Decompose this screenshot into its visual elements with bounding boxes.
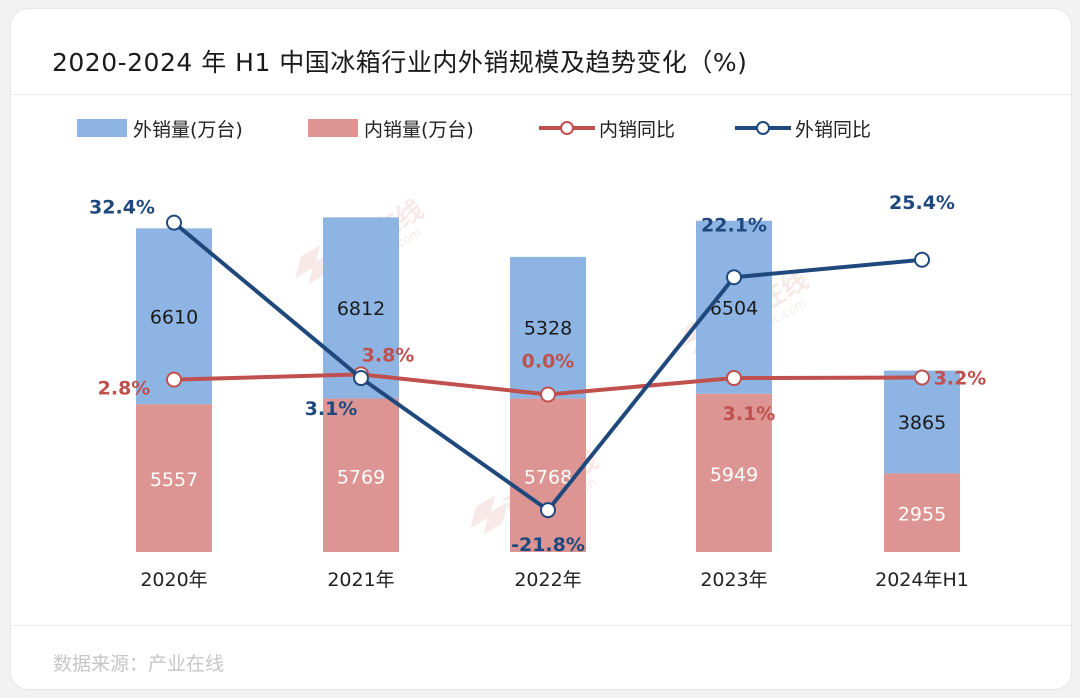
legend-swatch-domestic-volume xyxy=(308,119,358,137)
source-note: 数据来源：产业在线 xyxy=(53,653,225,675)
legend-label-domestic-yoy: 内销同比 xyxy=(599,118,676,141)
legend-item-export-volume: 外销量(万台) xyxy=(77,113,243,143)
domestic-yoy-label-2: 0.0% xyxy=(522,351,575,373)
legend-label-export-yoy: 外销同比 xyxy=(795,118,872,141)
bar-label-domestic-1: 5769 xyxy=(337,466,385,488)
export-yoy-label-4: 25.4% xyxy=(889,192,955,214)
x-tick-label-0: 2020年 xyxy=(140,569,207,591)
export-yoy-label-2: -21.8% xyxy=(511,534,585,556)
x-tick-label-4: 2024年H1 xyxy=(875,569,969,591)
legend-label-domestic-volume: 内销量(万台) xyxy=(364,118,474,141)
domestic-yoy-point-0 xyxy=(166,371,182,388)
bar-domestic-1 xyxy=(323,398,399,552)
x-tick-label-1: 2021年 xyxy=(327,569,394,591)
domestic-yoy-label-0: 2.8% xyxy=(98,378,151,400)
legend-line-export-yoy xyxy=(735,121,791,135)
domestic-yoy-label-1: 3.8% xyxy=(362,344,415,366)
bar-label-export-3: 6504 xyxy=(710,297,758,319)
header-divider xyxy=(11,94,1071,95)
bar-label-domestic-0: 5557 xyxy=(150,469,198,491)
export-yoy-point-1 xyxy=(353,370,369,387)
bar-domestic-0 xyxy=(136,404,212,552)
export-yoy-point-0 xyxy=(166,214,182,231)
bar-domestic-3 xyxy=(696,393,772,552)
bar-label-domestic-3: 5949 xyxy=(710,464,758,486)
domestic-yoy-label-4: 3.2% xyxy=(934,368,987,390)
bar-label-export-0: 6610 xyxy=(150,306,198,328)
domestic-yoy-label-3: 3.1% xyxy=(723,403,776,425)
bar-domestic-4 xyxy=(884,473,960,552)
bar-label-domestic-4: 2955 xyxy=(898,504,946,526)
legend-item-domestic-yoy: 内销同比 xyxy=(539,113,675,143)
legend-item-domestic-volume: 内销量(万台) xyxy=(308,113,474,143)
export-yoy-point-4 xyxy=(914,251,930,268)
export-yoy-point-2 xyxy=(540,502,556,519)
bar-export-4 xyxy=(884,370,960,474)
domestic-yoy-point-3 xyxy=(726,370,742,387)
x-tick-label-2: 2022年 xyxy=(514,569,581,591)
export-yoy-point-3 xyxy=(726,269,742,286)
bar-label-domestic-2: 5768 xyxy=(524,466,572,488)
bar-export-2 xyxy=(510,256,586,399)
domestic-yoy-point-2 xyxy=(540,386,556,403)
domestic-yoy-point-4 xyxy=(914,369,930,386)
legend: 外销量(万台) 内销量(万台) 内销同比 外销同比 xyxy=(11,113,1071,153)
x-tick-label-3: 2023年 xyxy=(700,569,767,591)
bar-label-export-1: 6812 xyxy=(337,298,385,320)
export-yoy-label-1: 3.1% xyxy=(305,398,358,420)
bar-label-export-2: 5328 xyxy=(524,318,572,340)
legend-swatch-export-volume xyxy=(77,119,127,137)
footer-divider xyxy=(11,625,1071,626)
legend-label-export-volume: 外销量(万台) xyxy=(133,118,243,141)
export-yoy-label-3: 22.1% xyxy=(701,214,767,236)
legend-line-domestic-yoy xyxy=(539,121,595,135)
chart-title: 2020-2024 年 H1 中国冰箱行业内外销规模及趋势变化（%) xyxy=(52,48,748,77)
export-yoy-label-0: 32.4% xyxy=(89,197,155,219)
legend-item-export-yoy: 外销同比 xyxy=(735,113,871,143)
bar-label-export-4: 3865 xyxy=(898,412,946,434)
